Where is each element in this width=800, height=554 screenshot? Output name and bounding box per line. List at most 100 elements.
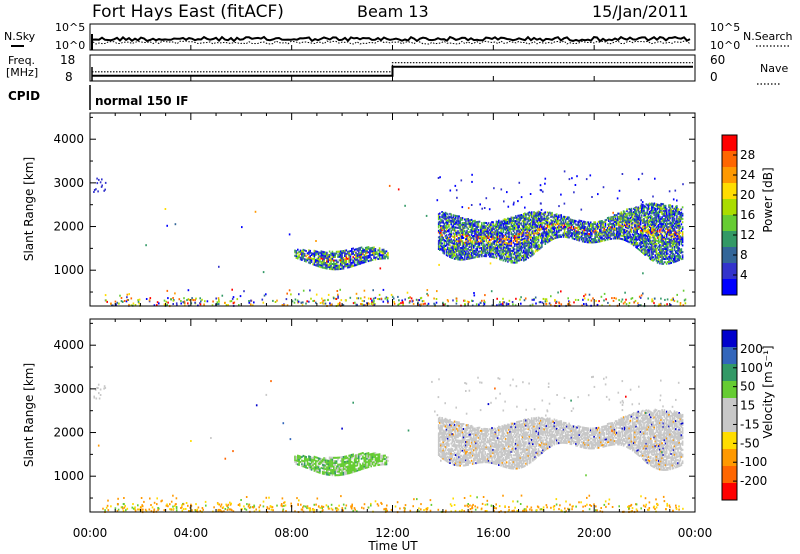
heatmap-cell [439, 215, 441, 218]
heatmap-cell [457, 217, 459, 219]
heatmap-cell [663, 204, 666, 207]
heatmap-cell [461, 242, 464, 244]
heatmap-cell [488, 229, 491, 231]
heatmap-cell [474, 244, 476, 247]
heatmap-cell [569, 221, 572, 224]
heatmap-cell [498, 249, 500, 252]
heatmap-cell [476, 254, 478, 257]
heatmap-cell [575, 223, 577, 226]
heatmap-cell [541, 224, 543, 227]
heatmap-cell [381, 248, 384, 251]
heatmap-cell [466, 244, 468, 247]
heatmap-cell [445, 235, 448, 238]
heatmap-cell [630, 227, 633, 230]
heatmap-cell [534, 230, 536, 233]
heatmap-cell [523, 239, 525, 242]
heatmap-cell [486, 245, 489, 248]
heatmap-cell [519, 219, 522, 222]
heatmap-cell [464, 248, 466, 251]
heatmap-cell [683, 299, 686, 302]
heatmap-cell [634, 233, 636, 236]
velocity-data-layer [93, 375, 684, 514]
heatmap-cell [511, 251, 514, 254]
heatmap-cell [613, 297, 616, 299]
heatmap-cell [540, 236, 542, 239]
heatmap-cell [589, 239, 592, 242]
heatmap-cell [327, 260, 330, 263]
heatmap-cell [328, 473, 331, 476]
heatmap-cell [547, 233, 550, 236]
heatmap-cell [164, 208, 167, 210]
heatmap-cell [339, 267, 342, 270]
heatmap-cell [454, 216, 457, 219]
heatmap-cell [461, 232, 464, 234]
heatmap-cell [621, 218, 624, 221]
heatmap-cell [655, 234, 658, 237]
heatmap-cell [451, 225, 454, 228]
heatmap-cell [301, 255, 303, 258]
heatmap-cell [583, 295, 585, 298]
heatmap-cell [589, 221, 592, 224]
heatmap-cell [468, 301, 470, 304]
heatmap-cell [605, 237, 608, 240]
heatmap-cell [555, 231, 558, 234]
heatmap-cell [662, 224, 665, 227]
heatmap-cell [657, 245, 660, 248]
heatmap-cell [535, 232, 537, 235]
heatmap-cell [487, 252, 490, 254]
heatmap-cell [670, 232, 672, 235]
heatmap-cell [474, 249, 476, 252]
heatmap-cell [382, 255, 385, 258]
heatmap-cell [439, 246, 441, 249]
heatmap-cell [444, 231, 447, 234]
heatmap-cell [537, 238, 540, 241]
heatmap-cell [599, 228, 601, 231]
heatmap-cell [524, 219, 526, 222]
heatmap-cell [456, 241, 458, 244]
heatmap-cell [263, 294, 266, 297]
heatmap-cell [482, 248, 484, 251]
heatmap-cell [679, 250, 682, 253]
heatmap-cell [374, 296, 377, 299]
heatmap-cell [509, 219, 511, 222]
heatmap-cell [297, 248, 299, 251]
heatmap-cell [626, 210, 628, 213]
heatmap-cell [496, 230, 499, 233]
heatmap-cell [550, 237, 552, 240]
heatmap-cell [589, 234, 592, 237]
heatmap-cell [496, 245, 499, 248]
heatmap-cell [520, 247, 523, 250]
heatmap-cell [670, 230, 672, 233]
heatmap-cell [507, 239, 509, 242]
colorbar-swatch [722, 247, 737, 264]
heatmap-cell [378, 250, 381, 253]
heatmap-cell [681, 251, 684, 254]
heatmap-cell [484, 221, 486, 224]
heatmap-cell [622, 217, 625, 219]
heatmap-cell [464, 253, 466, 256]
heatmap-cell [521, 220, 524, 223]
heatmap-cell [440, 243, 442, 246]
heatmap-cell [421, 300, 424, 303]
heatmap-cell [520, 237, 523, 240]
heatmap-cell [662, 238, 665, 240]
heatmap-cell [636, 227, 638, 230]
heatmap-cell [192, 299, 195, 302]
heatmap-cell [652, 221, 654, 224]
heatmap-cell [532, 218, 534, 221]
heatmap-cell [360, 250, 363, 252]
heatmap-cell [471, 225, 474, 228]
heatmap-cell [378, 254, 381, 257]
heatmap-cell [637, 226, 640, 229]
heatmap-cell [459, 230, 461, 233]
heatmap-cell [381, 252, 384, 255]
heatmap-cell [407, 297, 410, 299]
heatmap-cell [455, 297, 458, 300]
heatmap-cell [621, 173, 624, 175]
heatmap-cell [125, 300, 128, 303]
heatmap-cell [629, 208, 632, 211]
heatmap-cell [519, 254, 522, 257]
heatmap-cell [662, 218, 665, 221]
heatmap-cell [626, 226, 628, 229]
heatmap-cell [650, 246, 652, 249]
